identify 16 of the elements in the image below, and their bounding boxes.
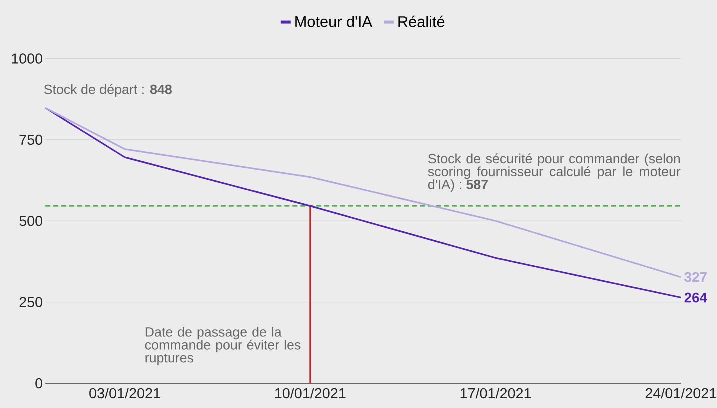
x-tick-label: 03/01/2021 xyxy=(90,388,160,398)
x-tick-label: 24/01/2021 xyxy=(646,388,716,398)
ref-line-label: Date de passage de la commande pour éviter les ruptures xyxy=(145,326,301,366)
y-tick-label: 500 xyxy=(20,216,43,226)
x-tick-label: 17/01/2021 xyxy=(460,388,532,398)
data-label: 327 xyxy=(684,272,707,282)
legend-label: Réalité xyxy=(398,16,445,28)
ref-line-label: Stock de sécurité pour commander (selon scoring fournisseur calculé par le moteur d'IA) : 587 xyxy=(428,153,681,192)
legend-label: Moteur d'IA xyxy=(296,16,372,28)
y-tick-label: 750 xyxy=(20,134,43,145)
y-tick-label: 1000 xyxy=(12,53,43,64)
y-tick-label: 0 xyxy=(36,378,43,388)
y-tick-label: 250 xyxy=(20,297,43,308)
data-label: 264 xyxy=(684,292,708,303)
x-tick-label: 10/01/2021 xyxy=(275,388,346,398)
annotation: Stock de départ : 848 xyxy=(44,84,172,97)
